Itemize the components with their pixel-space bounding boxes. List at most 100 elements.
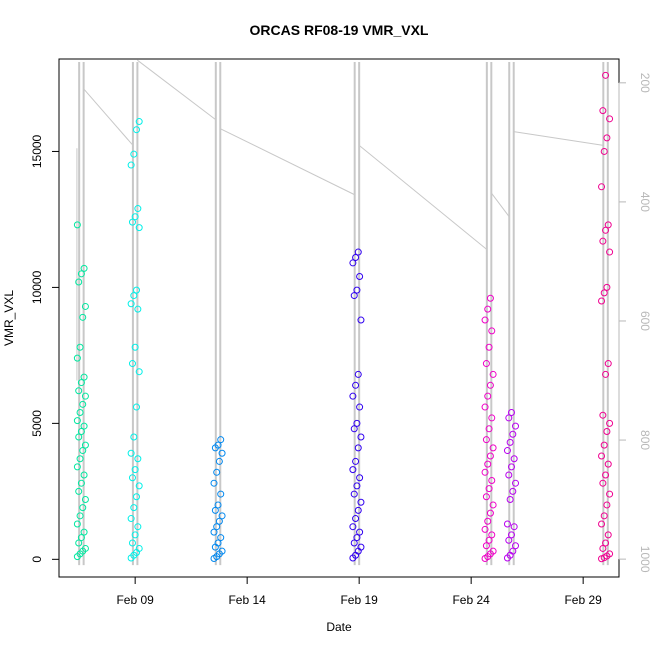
data-point xyxy=(353,482,361,490)
data-point xyxy=(131,343,139,351)
data-point xyxy=(77,428,85,436)
data-point xyxy=(133,126,141,134)
data-point xyxy=(75,433,83,441)
data-point xyxy=(134,523,142,531)
data-point xyxy=(210,479,218,487)
data-point xyxy=(481,525,489,533)
data-point xyxy=(81,392,89,400)
data-point xyxy=(507,408,515,416)
data-point xyxy=(76,408,84,416)
data-point xyxy=(135,482,143,490)
data-point xyxy=(73,463,81,471)
data-point xyxy=(127,515,135,523)
data-point xyxy=(349,466,357,474)
data-point xyxy=(489,501,497,509)
data-point xyxy=(482,436,490,444)
data-point xyxy=(489,547,497,555)
data-point xyxy=(73,221,81,229)
data-point xyxy=(484,460,492,468)
data-point xyxy=(77,479,85,487)
data-point xyxy=(484,392,492,400)
data-point xyxy=(598,452,606,460)
data-point xyxy=(481,403,489,411)
data-point xyxy=(81,441,89,449)
data-point xyxy=(81,496,89,504)
data-point xyxy=(484,517,492,525)
data-point xyxy=(485,536,493,544)
series-2 xyxy=(127,118,143,562)
data-point xyxy=(599,107,607,115)
x-axis-label: Date xyxy=(326,620,352,634)
data-point xyxy=(73,417,81,425)
data-point xyxy=(356,474,364,482)
data-point xyxy=(218,512,226,520)
data-point xyxy=(599,237,607,245)
data-point xyxy=(349,392,357,400)
data-point xyxy=(350,292,358,300)
pressure-transit xyxy=(220,128,355,196)
data-point xyxy=(75,539,83,547)
data-point xyxy=(210,528,218,536)
data-point xyxy=(486,294,494,302)
pressure-traces xyxy=(76,59,609,566)
data-point xyxy=(489,370,497,378)
data-point xyxy=(604,531,612,539)
data-point xyxy=(507,463,515,471)
y2-tick-label: 1000 xyxy=(638,546,650,573)
data-point xyxy=(488,327,496,335)
data-point xyxy=(485,343,493,351)
data-point xyxy=(357,433,365,441)
data-point xyxy=(599,544,607,552)
data-point xyxy=(133,403,141,411)
x-axis: Feb 09 Feb 14 Feb 19 Feb 24 Feb 29 xyxy=(116,576,602,607)
data-point xyxy=(606,115,614,123)
data-point xyxy=(505,471,513,479)
data-point xyxy=(602,539,610,547)
data-point xyxy=(73,520,81,528)
data-point xyxy=(599,479,607,487)
pressure-transit xyxy=(513,131,604,146)
data-point xyxy=(80,422,88,430)
series-5 xyxy=(503,408,520,562)
data-point xyxy=(354,248,362,256)
series-3 xyxy=(210,436,226,563)
pressure-transit xyxy=(83,88,134,146)
data-point xyxy=(349,259,357,267)
data-point xyxy=(131,466,139,474)
data-point xyxy=(488,531,496,539)
data-point xyxy=(482,493,490,501)
data-point xyxy=(603,428,611,436)
data-point xyxy=(350,490,358,498)
data-point xyxy=(134,455,142,463)
data-point xyxy=(75,387,83,395)
plot-frame xyxy=(58,58,620,578)
data-point xyxy=(350,539,358,547)
data-point xyxy=(218,449,226,457)
data-point xyxy=(133,286,141,294)
data-point xyxy=(134,205,142,213)
data-point xyxy=(356,403,364,411)
data-point xyxy=(130,504,138,512)
data-point xyxy=(485,485,493,493)
data-point xyxy=(130,150,138,158)
x-tick-label: Feb 14 xyxy=(228,593,266,607)
data-point xyxy=(512,542,520,550)
data-point xyxy=(481,468,489,476)
data-point xyxy=(598,520,606,528)
data-point xyxy=(130,292,138,300)
y2-tick-label: 400 xyxy=(638,192,650,212)
data-point xyxy=(131,531,139,539)
data-point xyxy=(603,501,611,509)
data-point xyxy=(505,414,513,422)
data-point xyxy=(79,313,87,321)
data-point xyxy=(604,360,612,368)
data-point xyxy=(217,534,225,542)
data-point xyxy=(127,300,135,308)
series-6 xyxy=(481,294,497,563)
y2-tick-label: 800 xyxy=(638,430,650,450)
data-point xyxy=(80,528,88,536)
chart-title: ORCAS RF08-19 VMR_VXL xyxy=(250,22,429,38)
data-point xyxy=(218,547,226,555)
data-point xyxy=(79,400,87,408)
data-point xyxy=(352,457,360,465)
